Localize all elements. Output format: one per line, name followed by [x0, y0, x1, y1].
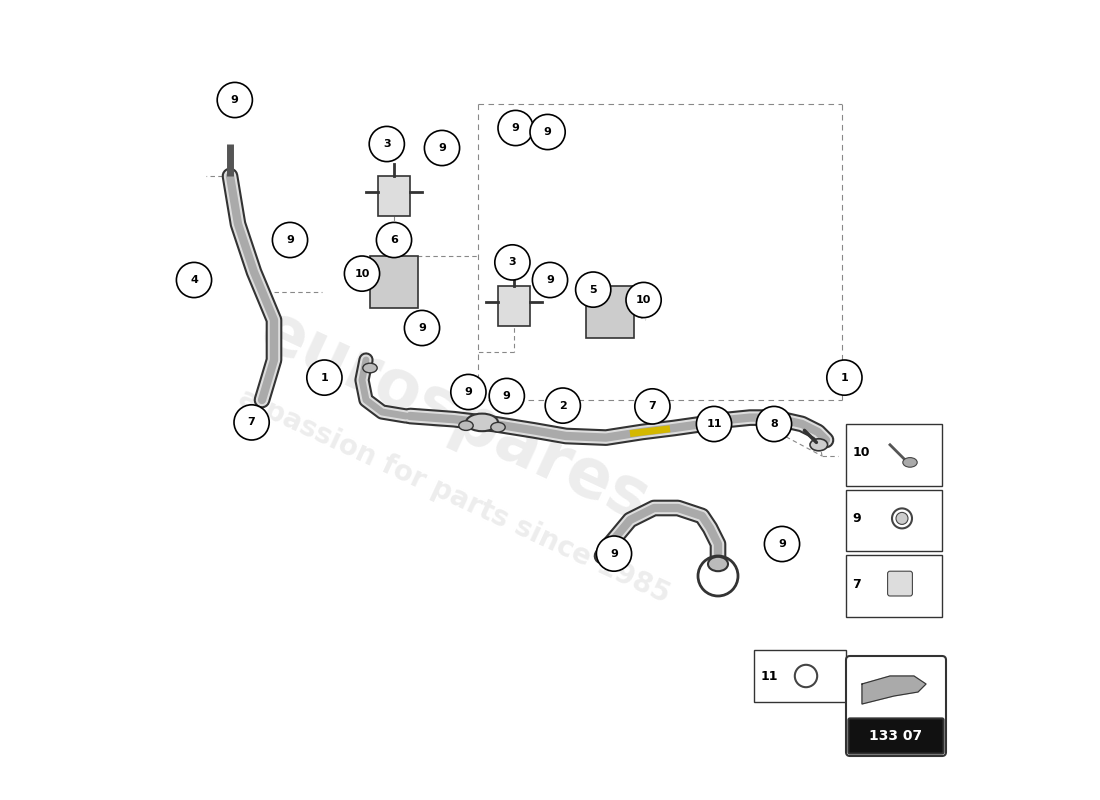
Bar — [370, 256, 418, 308]
Circle shape — [176, 262, 211, 298]
Text: 9: 9 — [418, 323, 426, 333]
Text: 9: 9 — [610, 549, 618, 558]
Bar — [498, 286, 530, 326]
Text: 9: 9 — [852, 512, 861, 525]
Bar — [378, 176, 410, 216]
Circle shape — [307, 360, 342, 395]
Text: 1: 1 — [840, 373, 848, 382]
Circle shape — [451, 374, 486, 410]
Text: 2: 2 — [559, 401, 566, 410]
Polygon shape — [862, 676, 926, 704]
FancyBboxPatch shape — [754, 650, 846, 702]
Circle shape — [626, 282, 661, 318]
Circle shape — [490, 378, 525, 414]
Text: 9: 9 — [503, 391, 510, 401]
Circle shape — [344, 256, 380, 291]
Ellipse shape — [491, 422, 505, 432]
Circle shape — [575, 272, 611, 307]
Text: 9: 9 — [778, 539, 785, 549]
FancyBboxPatch shape — [846, 656, 946, 756]
FancyBboxPatch shape — [848, 718, 944, 754]
Circle shape — [827, 360, 862, 395]
Circle shape — [405, 310, 440, 346]
Circle shape — [234, 405, 270, 440]
FancyBboxPatch shape — [846, 490, 942, 551]
Text: 1: 1 — [320, 373, 328, 382]
Text: 9: 9 — [546, 275, 554, 285]
Text: 10: 10 — [354, 269, 370, 278]
Ellipse shape — [363, 363, 377, 373]
Circle shape — [546, 388, 581, 423]
Text: 7: 7 — [248, 418, 255, 427]
Ellipse shape — [896, 513, 907, 525]
Text: 3: 3 — [383, 139, 390, 149]
Circle shape — [532, 262, 568, 298]
Circle shape — [217, 82, 252, 118]
Ellipse shape — [459, 421, 473, 430]
Circle shape — [764, 526, 800, 562]
Text: 5: 5 — [590, 285, 597, 294]
Text: 4: 4 — [190, 275, 198, 285]
Text: 11: 11 — [706, 419, 722, 429]
Ellipse shape — [810, 438, 827, 451]
FancyBboxPatch shape — [846, 424, 942, 486]
Text: 8: 8 — [770, 419, 778, 429]
Text: 7: 7 — [852, 578, 861, 590]
Circle shape — [495, 245, 530, 280]
Circle shape — [635, 389, 670, 424]
Circle shape — [370, 126, 405, 162]
Text: 9: 9 — [286, 235, 294, 245]
Circle shape — [425, 130, 460, 166]
Text: 11: 11 — [760, 670, 778, 682]
Text: 9: 9 — [231, 95, 239, 105]
Circle shape — [498, 110, 534, 146]
Circle shape — [376, 222, 411, 258]
Text: 10: 10 — [636, 295, 651, 305]
Text: 133 07: 133 07 — [869, 729, 922, 743]
Text: 9: 9 — [543, 127, 551, 137]
Text: 3: 3 — [508, 258, 516, 267]
Text: 9: 9 — [464, 387, 472, 397]
Circle shape — [596, 536, 631, 571]
Ellipse shape — [903, 458, 917, 467]
Text: 9: 9 — [438, 143, 446, 153]
Circle shape — [530, 114, 565, 150]
FancyBboxPatch shape — [888, 571, 912, 596]
Text: 7: 7 — [649, 402, 657, 411]
Text: 9: 9 — [512, 123, 519, 133]
Ellipse shape — [708, 557, 728, 571]
Circle shape — [696, 406, 732, 442]
Text: 6: 6 — [390, 235, 398, 245]
Circle shape — [273, 222, 308, 258]
Ellipse shape — [466, 414, 498, 431]
Text: a passion for parts since 1985: a passion for parts since 1985 — [234, 383, 674, 609]
Bar — [586, 286, 634, 338]
Text: eurospares: eurospares — [249, 297, 659, 535]
Text: 10: 10 — [852, 446, 870, 459]
FancyBboxPatch shape — [846, 555, 942, 617]
Circle shape — [757, 406, 792, 442]
